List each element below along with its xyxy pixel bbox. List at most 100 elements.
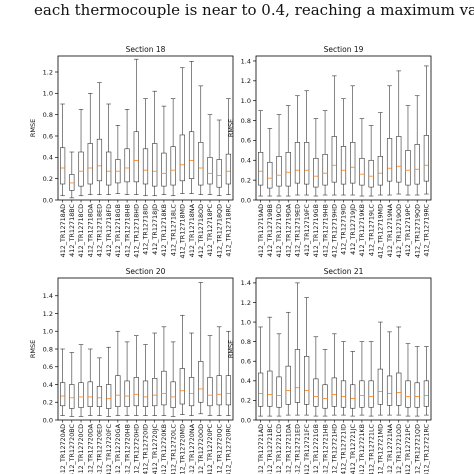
x-tick-label: 412_TR12720DA xyxy=(86,423,94,474)
box-8 xyxy=(124,341,130,416)
x-tick-label: 412_TR12720FC xyxy=(105,423,113,474)
box-iqr xyxy=(414,382,420,408)
x-tick-label: 412_TR12718NA xyxy=(188,203,196,257)
y-tick-label: 1.2 xyxy=(241,299,251,307)
box-14 xyxy=(179,67,185,194)
chart-section-2: Section 19 RMSE 0.0 0.2 0.4 0.6 0.8 1.0 1.2 1.4 41… xyxy=(227,45,432,259)
x-tick-label: 412_TR12719PC xyxy=(404,203,412,256)
box-13 xyxy=(368,341,374,417)
y-tick-label: 0.8 xyxy=(241,117,251,125)
box-14 xyxy=(377,321,383,416)
x-tick-label: 412_TR12721MD xyxy=(377,424,385,474)
box-iqr xyxy=(386,375,393,406)
box-8 xyxy=(322,349,328,417)
box-10 xyxy=(340,98,347,196)
y-tick-label: 1.0 xyxy=(43,328,53,336)
x-tick-label: 412_TR12718ID xyxy=(142,204,150,255)
box-iqr xyxy=(78,382,84,408)
x-tick-label: 412_TR12718ED xyxy=(96,204,104,257)
box-7 xyxy=(115,125,121,194)
box-iqr xyxy=(216,159,222,188)
y-tick-label: 0.2 xyxy=(241,176,251,184)
box-12 xyxy=(161,326,167,416)
x-tick-label: 412_TR12718PC xyxy=(206,203,214,256)
x-tick-label: 412_TR12720HD xyxy=(132,424,140,474)
y-axis-label: RMSE xyxy=(29,119,37,137)
box-6 xyxy=(106,346,112,417)
y-tick-label: 0.4 xyxy=(241,377,251,385)
box-iqr xyxy=(60,382,66,407)
y-tick-label: 0.6 xyxy=(241,137,251,145)
box-iqr xyxy=(276,376,282,408)
box-10 xyxy=(142,98,149,197)
y-tick-label: 1.4 xyxy=(43,292,53,300)
x-tick-label: 412_TR12721HD xyxy=(330,424,338,474)
box-iqr xyxy=(285,152,291,187)
box-iqr xyxy=(340,380,347,408)
x-tick-label: 412_TR12721HB xyxy=(321,424,329,474)
chart-section-3: Section 20 RMSE 0.0 0.2 0.4 0.6 0.8 1.0 1.2 1.4 41… xyxy=(29,267,234,474)
chart-title: Section 21 xyxy=(324,267,364,276)
box-iqr xyxy=(377,368,383,405)
box-13 xyxy=(170,341,176,417)
box-iqr xyxy=(414,144,420,185)
box-18 xyxy=(216,119,222,197)
x-tick-label: 412_TR12719HB xyxy=(321,204,329,257)
chart-title: Section 19 xyxy=(324,45,364,54)
box-5 xyxy=(294,282,301,416)
box-iqr xyxy=(216,375,222,406)
box-4 xyxy=(285,105,291,197)
y-tick-label: 1.2 xyxy=(241,77,251,85)
box-iqr xyxy=(396,372,402,406)
x-tick-label: 412_TR12719FC xyxy=(303,203,311,256)
box-iqr xyxy=(386,138,393,182)
x-tick-label: 412_TR12720MD xyxy=(179,424,187,474)
y-tick-label: 1.2 xyxy=(43,310,53,318)
box-iqr xyxy=(267,370,273,407)
box-iqr xyxy=(115,375,121,407)
box-iqr xyxy=(207,377,213,407)
x-tick-label: 412_TR12720OD xyxy=(197,424,205,474)
box-iqr xyxy=(340,146,347,185)
x-tick-label: 412_TR12719HD xyxy=(330,204,338,258)
x-tick-label: 412_TR12719RC xyxy=(423,203,431,256)
y-tick-label: 1.0 xyxy=(241,97,251,105)
box-19 xyxy=(423,65,429,195)
box-16 xyxy=(198,282,204,415)
box-iqr xyxy=(331,136,337,183)
box-1 xyxy=(258,326,264,417)
x-tick-label: 412_TR12719QD xyxy=(413,204,421,258)
box-iqr xyxy=(179,368,185,405)
box-4 xyxy=(87,348,93,416)
box-iqr xyxy=(152,377,158,407)
x-tick-label: 412_TR12719OD xyxy=(395,204,403,258)
x-tick-label: 412_TR12720RC xyxy=(225,423,233,474)
box-17 xyxy=(207,335,213,416)
x-tick-label: 412_TR12720JC xyxy=(151,423,159,474)
box-iqr xyxy=(198,142,204,186)
box-5 xyxy=(96,82,103,195)
box-iqr xyxy=(322,154,328,186)
box-18 xyxy=(414,95,420,196)
x-tick-label: 412_TR12718KB xyxy=(160,204,168,257)
box-16 xyxy=(396,70,402,195)
box-12 xyxy=(359,118,365,197)
x-tick-label: 412_TR12719MD xyxy=(377,204,385,259)
box-11 xyxy=(152,332,158,416)
box-iqr xyxy=(331,377,337,407)
x-tick-label: 412_TR12721QD xyxy=(413,424,421,474)
box-iqr xyxy=(304,356,310,405)
box-iqr xyxy=(152,143,158,187)
box-iqr xyxy=(294,142,301,184)
box-14 xyxy=(179,314,185,415)
x-tick-label: 412_TR12718HB xyxy=(123,204,131,257)
y-tick-label: 0.0 xyxy=(43,196,53,204)
box-15 xyxy=(188,332,195,416)
y-tick-label: 1.4 xyxy=(241,57,251,65)
box-18 xyxy=(414,346,420,417)
box-iqr xyxy=(396,136,402,183)
x-tick-label: 412_TR12718MD xyxy=(179,204,187,259)
box-iqr xyxy=(368,380,374,408)
box-15 xyxy=(188,61,195,194)
x-tick-label: 412_TR12720LC xyxy=(169,423,177,474)
